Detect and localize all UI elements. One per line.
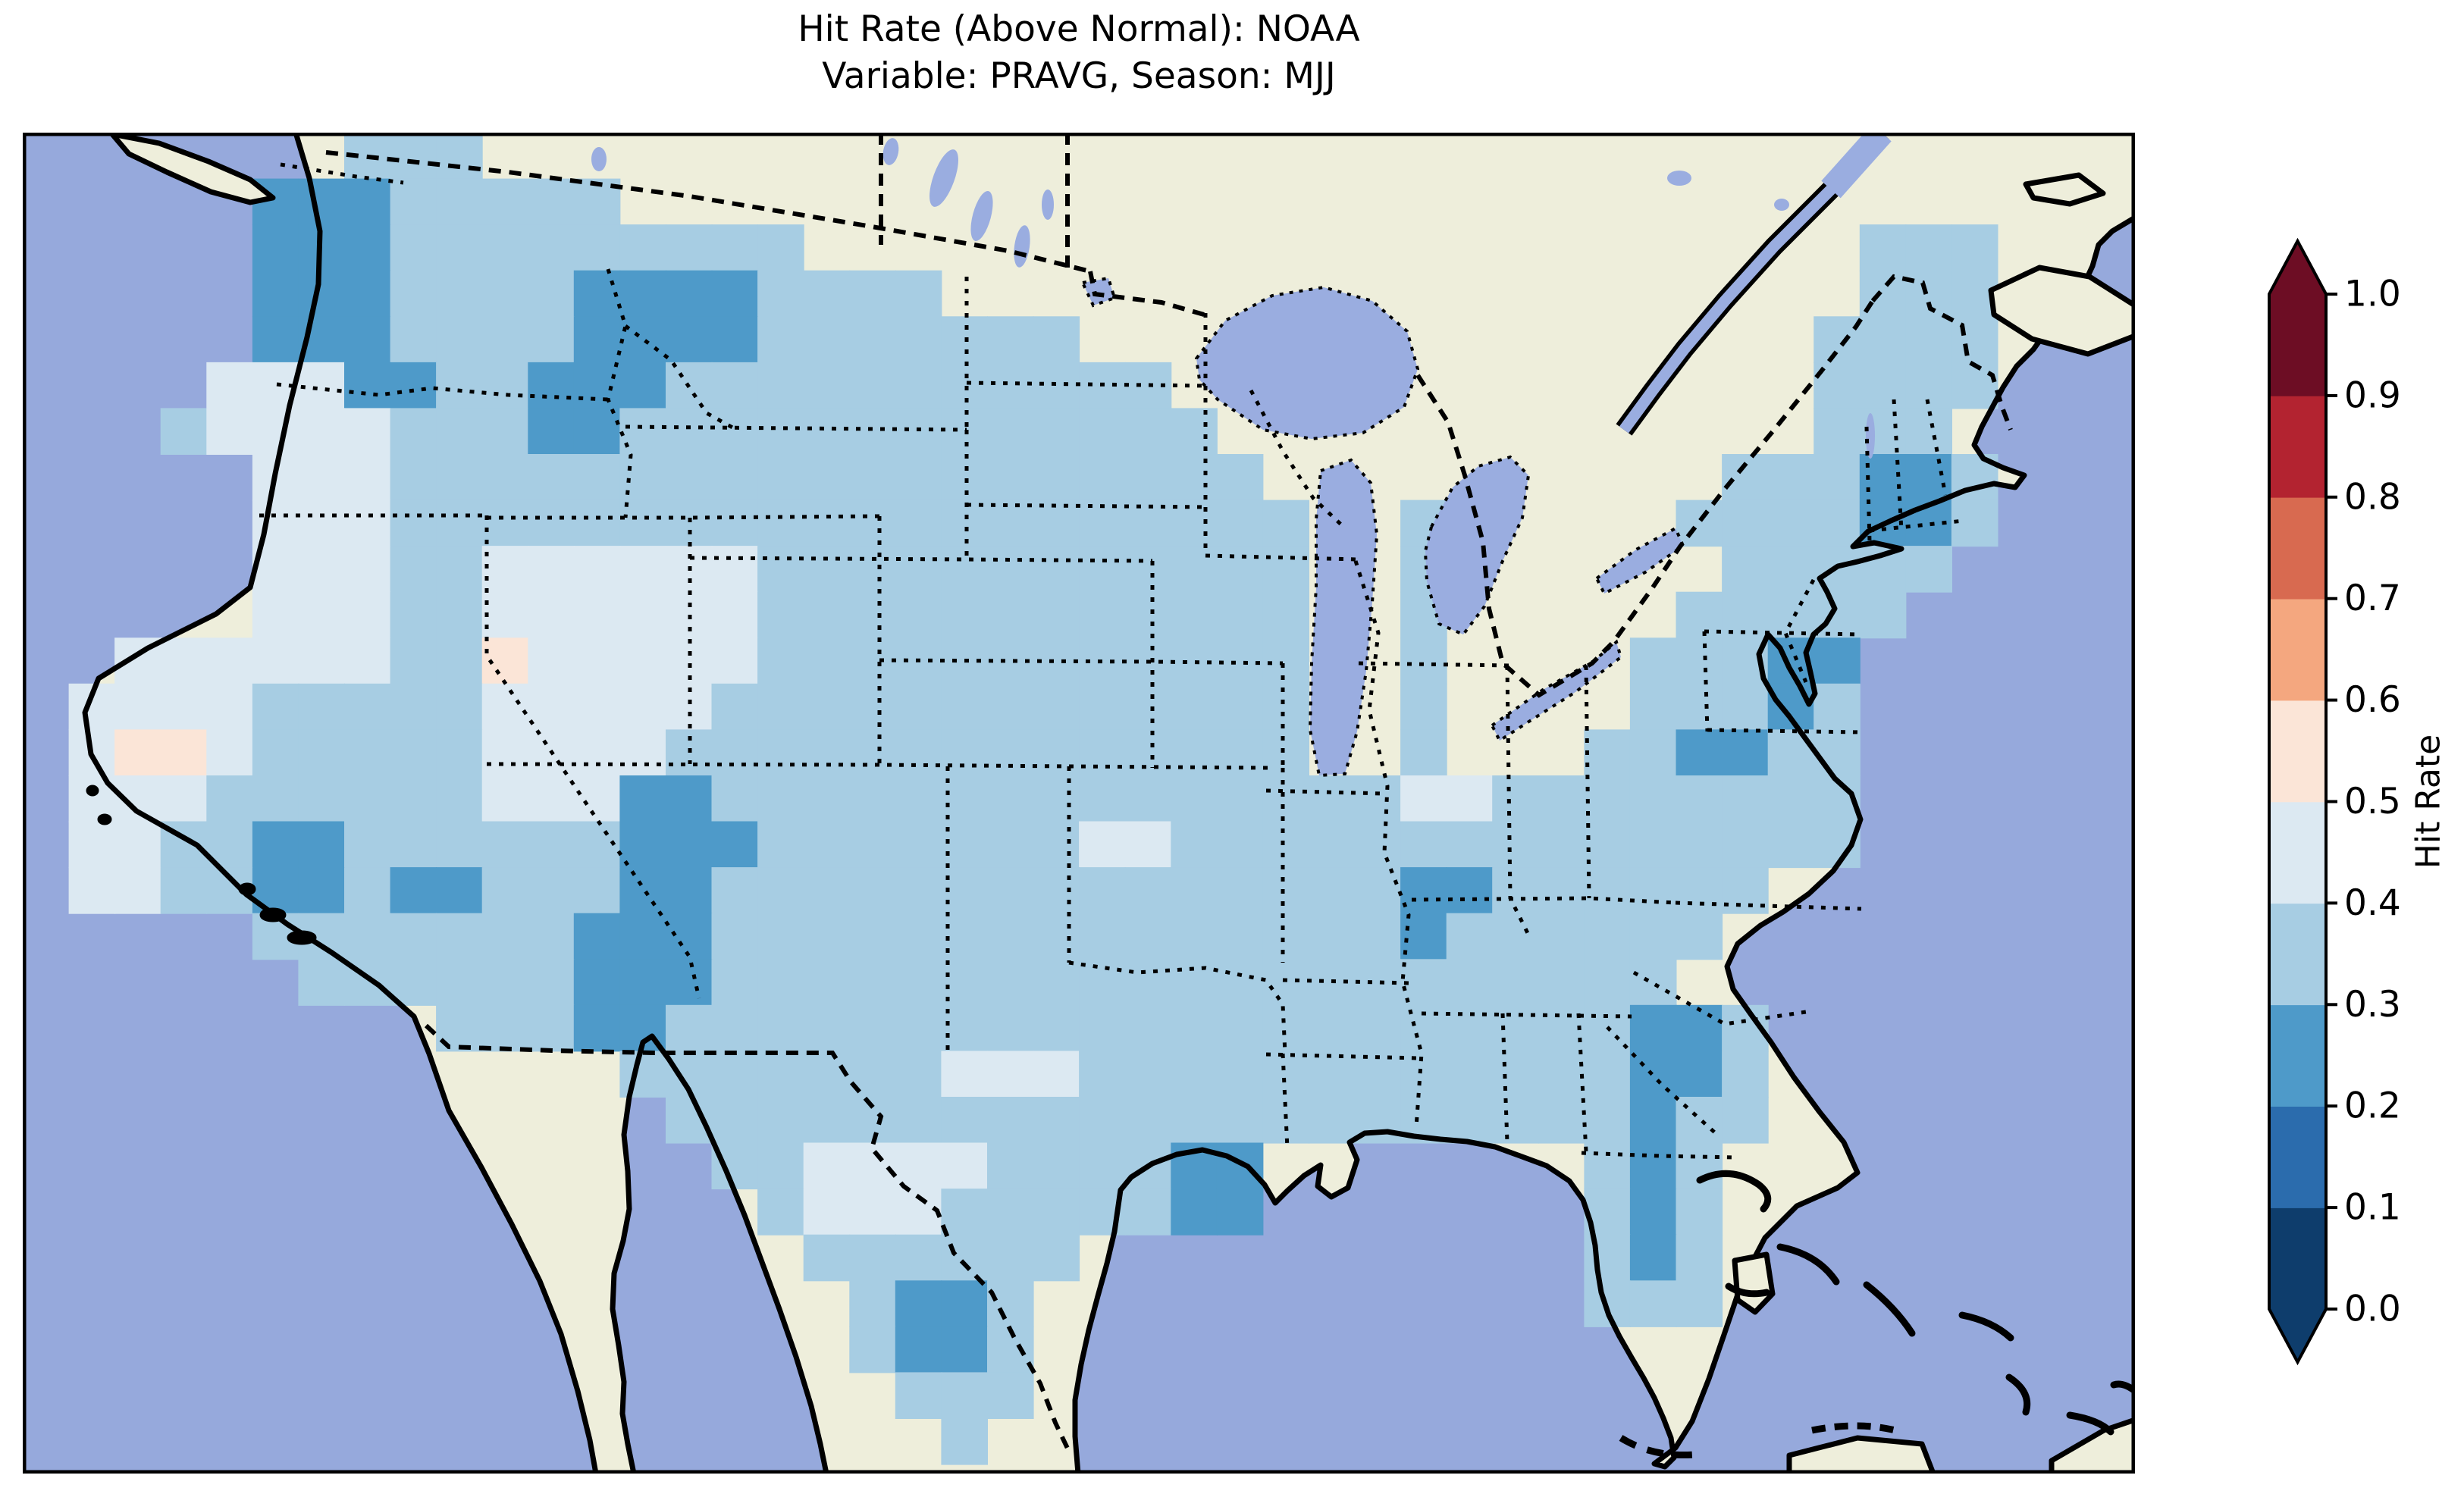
colorbar-tick-label: 0.7 <box>2344 578 2401 619</box>
colorbar-svg: 1.0 0.9 0.8 0.7 0.6 0.5 0.4 0.3 0.2 0.1 0.0 Hit Rat… <box>2268 237 2448 1366</box>
colorbar: 1.0 0.9 0.8 0.7 0.6 0.5 0.4 0.3 0.2 0.1 0.0 Hit Rat… <box>2263 233 2464 1370</box>
title-line-2: Variable: PRAVG, Season: MJJ <box>822 55 1336 97</box>
national-borders <box>325 133 2013 1456</box>
colorbar-tick-label: 0.4 <box>2344 882 2401 924</box>
colorbar-tick-label: 0.8 <box>2344 476 2401 518</box>
colorbar-extend-under <box>2269 1309 2326 1362</box>
map-panel <box>23 133 2135 1474</box>
colorbar-tick-label: 1.0 <box>2344 274 2401 315</box>
colorbar-tick-label: 0.2 <box>2344 1085 2401 1127</box>
colorbar-tick-label: 0.9 <box>2344 374 2401 416</box>
title-line-1: Hit Rate (Above Normal): NOAA <box>798 8 1360 50</box>
colorbar-tick-label: 0.1 <box>2344 1187 2401 1229</box>
islands <box>86 133 2135 1474</box>
colorbar-tick-label: 0.6 <box>2344 679 2401 721</box>
colorbar-tick-label: 0.0 <box>2344 1289 2401 1330</box>
us-hit-rate-map <box>23 133 2135 1474</box>
colorbar-ticks: 1.0 0.9 0.8 0.7 0.6 0.5 0.4 0.3 0.2 0.1 0.0 <box>2326 274 2401 1330</box>
colorbar-tick-label: 0.3 <box>2344 984 2401 1026</box>
colorbar-tick-label: 0.5 <box>2344 781 2401 822</box>
colorbar-label: Hit Rate <box>2409 734 2448 869</box>
hit-rate-cells <box>68 133 1998 1465</box>
figure-title: Hit Rate (Above Normal): NOAA Variable: … <box>23 6 2135 100</box>
great-lakes <box>591 138 1875 778</box>
colorbar-extend-over <box>2269 241 2326 294</box>
colorbar-bar <box>2268 237 2328 1366</box>
coastlines <box>82 133 2135 1474</box>
state-borders <box>259 162 1964 1160</box>
